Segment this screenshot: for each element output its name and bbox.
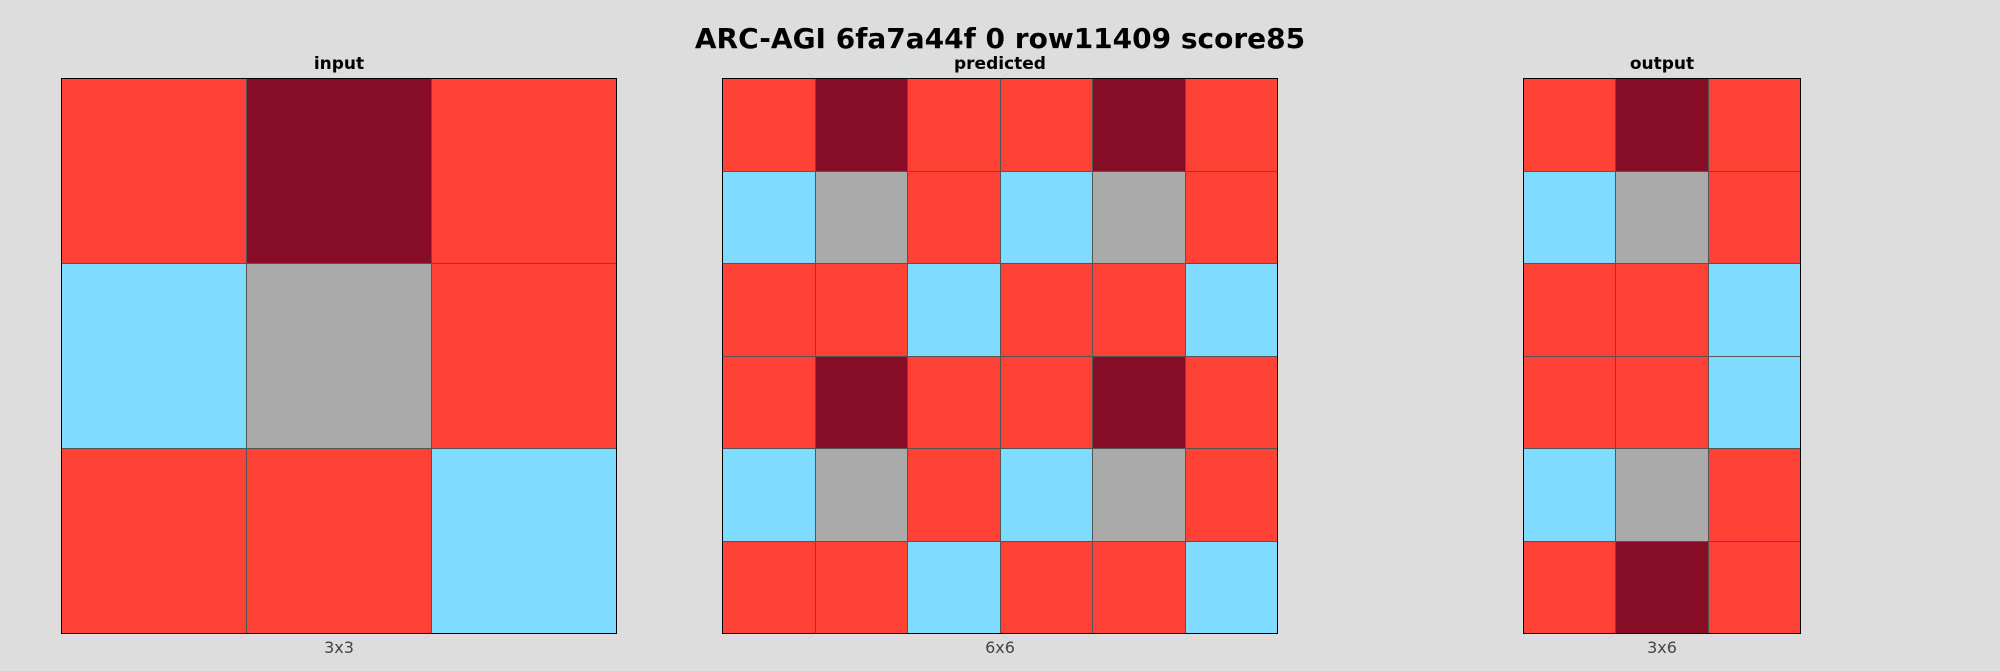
predicted-cell-4-1 <box>815 449 907 541</box>
output-dims: 3x6 <box>1647 638 1677 657</box>
input-grid <box>61 78 617 634</box>
predicted-cell-0-0 <box>723 79 815 171</box>
predicted-cell-5-1 <box>815 541 907 633</box>
input-cell-2-1 <box>247 449 431 633</box>
input-label: input <box>313 54 365 74</box>
predicted-cell-1-1 <box>815 171 907 263</box>
input-cell-0-2 <box>432 79 616 263</box>
output-label: output <box>1629 54 1695 74</box>
predicted-cell-3-0 <box>723 356 815 448</box>
predicted-cell-0-2 <box>908 79 1000 171</box>
output-cell-1-0 <box>1524 171 1616 263</box>
predicted-cell-1-4 <box>1093 171 1185 263</box>
output-cell-5-1 <box>1616 541 1708 633</box>
predicted-cell-1-3 <box>1000 171 1092 263</box>
predicted-cell-5-0 <box>723 541 815 633</box>
output-cell-1-2 <box>1708 171 1800 263</box>
predicted-cell-4-4 <box>1093 449 1185 541</box>
predicted-cell-0-5 <box>1185 79 1277 171</box>
predicted-grid <box>722 78 1278 634</box>
output-cell-1-1 <box>1616 171 1708 263</box>
predicted-cell-2-5 <box>1185 264 1277 356</box>
output-cell-3-2 <box>1708 356 1800 448</box>
output-cell-3-1 <box>1616 356 1708 448</box>
predicted-cell-1-2 <box>908 171 1000 263</box>
input-cell-2-0 <box>62 449 246 633</box>
input-dims: 3x3 <box>324 638 354 657</box>
predicted-cell-4-0 <box>723 449 815 541</box>
predicted-cell-2-2 <box>908 264 1000 356</box>
predicted-cell-3-4 <box>1093 356 1185 448</box>
input-cell-1-2 <box>432 264 616 448</box>
predicted-cell-0-3 <box>1000 79 1092 171</box>
predicted-cell-3-3 <box>1000 356 1092 448</box>
output-cell-4-2 <box>1708 449 1800 541</box>
output-cell-0-0 <box>1524 79 1616 171</box>
predicted-cell-3-2 <box>908 356 1000 448</box>
output-cell-4-0 <box>1524 449 1616 541</box>
output-cell-0-2 <box>1708 79 1800 171</box>
predicted-cell-0-4 <box>1093 79 1185 171</box>
input-cell-0-0 <box>62 79 246 263</box>
predicted-cell-5-3 <box>1000 541 1092 633</box>
predicted-cell-3-1 <box>815 356 907 448</box>
predicted-cell-5-4 <box>1093 541 1185 633</box>
predicted-cell-2-1 <box>815 264 907 356</box>
input-cell-1-0 <box>62 264 246 448</box>
predicted-cell-5-5 <box>1185 541 1277 633</box>
predicted-cell-0-1 <box>815 79 907 171</box>
output-cell-5-2 <box>1708 541 1800 633</box>
predicted-cell-4-5 <box>1185 449 1277 541</box>
predicted-dims: 6x6 <box>985 638 1015 657</box>
predicted-cell-5-2 <box>908 541 1000 633</box>
input-cell-1-1 <box>247 264 431 448</box>
predicted-cell-2-3 <box>1000 264 1092 356</box>
predicted-label: predicted <box>954 54 1046 74</box>
predicted-cell-4-2 <box>908 449 1000 541</box>
predicted-cell-4-3 <box>1000 449 1092 541</box>
output-cell-2-1 <box>1616 264 1708 356</box>
predicted-cell-1-5 <box>1185 171 1277 263</box>
output-cell-2-0 <box>1524 264 1616 356</box>
output-cell-3-0 <box>1524 356 1616 448</box>
input-cell-0-1 <box>247 79 431 263</box>
output-cell-0-1 <box>1616 79 1708 171</box>
output-cell-4-1 <box>1616 449 1708 541</box>
page-title: ARC-AGI 6fa7a44f 0 row11409 score85 <box>694 22 1306 55</box>
predicted-cell-1-0 <box>723 171 815 263</box>
output-cell-5-0 <box>1524 541 1616 633</box>
predicted-cell-2-4 <box>1093 264 1185 356</box>
output-grid <box>1523 78 1801 634</box>
predicted-cell-2-0 <box>723 264 815 356</box>
predicted-cell-3-5 <box>1185 356 1277 448</box>
input-cell-2-2 <box>432 449 616 633</box>
output-cell-2-2 <box>1708 264 1800 356</box>
